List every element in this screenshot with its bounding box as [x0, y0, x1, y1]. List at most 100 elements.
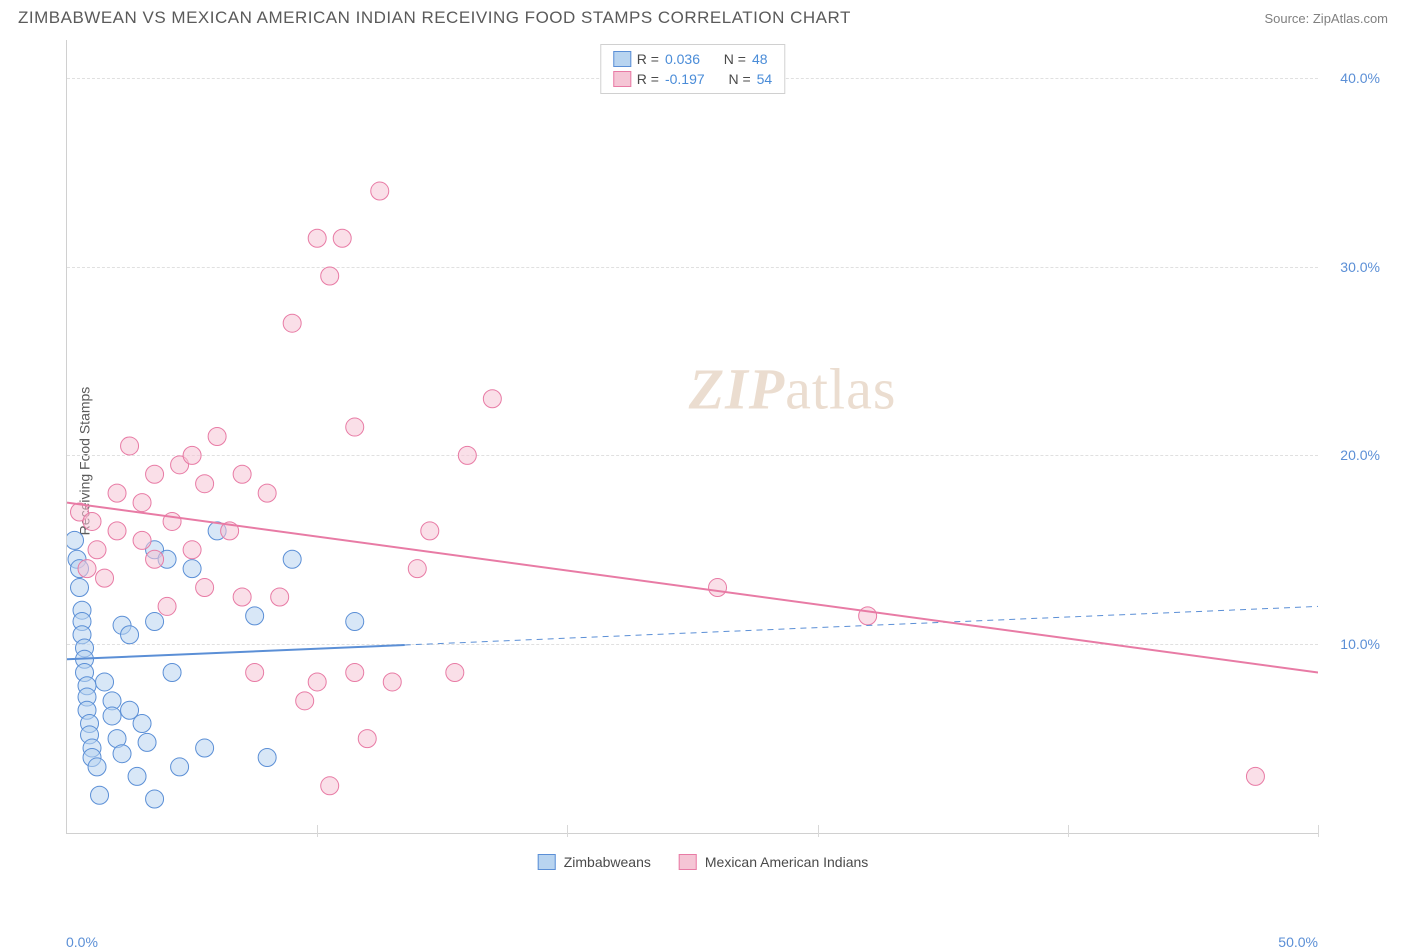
n-label: N = — [728, 71, 750, 87]
scatter-point — [103, 692, 121, 710]
scatter-point — [121, 701, 139, 719]
scatter-point — [383, 673, 401, 691]
x-axis-min-label: 0.0% — [66, 934, 98, 950]
scatter-point — [283, 550, 301, 568]
scatter-point — [78, 688, 96, 706]
scatter-point — [81, 726, 99, 744]
x-tick-mark — [567, 825, 568, 837]
chart-header: ZIMBABWEAN VS MEXICAN AMERICAN INDIAN RE… — [0, 0, 1406, 32]
r-label: R = — [637, 71, 659, 87]
scatter-point — [108, 484, 126, 502]
scatter-point — [158, 550, 176, 568]
scatter-point — [196, 579, 214, 597]
y-tick-label: 40.0% — [1340, 70, 1380, 86]
scatter-point — [83, 739, 101, 757]
scatter-point — [78, 677, 96, 695]
scatter-point — [91, 786, 109, 804]
r-label: R = — [637, 51, 659, 67]
scatter-point — [108, 730, 126, 748]
watermark-atlas: atlas — [785, 356, 896, 421]
scatter-point — [346, 613, 364, 631]
scatter-point — [333, 229, 351, 247]
trend-line — [67, 503, 1318, 673]
scatter-point — [346, 664, 364, 682]
scatter-point — [71, 503, 89, 521]
plot-area: ZIPatlas R = 0.036 N = 48 R = -0.197 N =… — [66, 40, 1318, 834]
scatter-point — [859, 607, 877, 625]
legend-label: Mexican American Indians — [705, 854, 868, 870]
scatter-point — [183, 560, 201, 578]
scatter-point — [1246, 767, 1264, 785]
chart-title: ZIMBABWEAN VS MEXICAN AMERICAN INDIAN RE… — [18, 8, 851, 28]
legend-swatch — [538, 854, 556, 870]
watermark: ZIPatlas — [689, 355, 897, 422]
scatter-point — [96, 569, 114, 587]
legend-top-row-1: R = -0.197 N = 54 — [613, 69, 772, 89]
legend-swatch — [613, 71, 631, 87]
x-tick-mark — [818, 825, 819, 837]
n-value: 54 — [757, 71, 773, 87]
scatter-point — [71, 579, 89, 597]
scatter-point — [346, 418, 364, 436]
correlation-legend: R = 0.036 N = 48 R = -0.197 N = 54 — [600, 44, 785, 94]
scatter-point — [308, 229, 326, 247]
scatter-point — [163, 512, 181, 530]
scatter-point — [208, 522, 226, 540]
scatter-point — [183, 541, 201, 559]
scatter-point — [233, 588, 251, 606]
scatter-point — [128, 767, 146, 785]
scatter-point — [121, 437, 139, 455]
scatter-point — [113, 616, 131, 634]
legend-bottom-item-1: Mexican American Indians — [679, 854, 868, 870]
scatter-point — [258, 748, 276, 766]
scatter-point — [446, 664, 464, 682]
scatter-point — [483, 390, 501, 408]
scatter-point — [208, 428, 226, 446]
scatter-point — [408, 560, 426, 578]
scatter-point — [73, 613, 91, 631]
scatter-point — [133, 494, 151, 512]
scatter-point — [133, 714, 151, 732]
scatter-point — [83, 748, 101, 766]
r-value: 0.036 — [665, 51, 700, 67]
scatter-point — [68, 550, 86, 568]
legend-label: Zimbabweans — [564, 854, 651, 870]
scatter-point — [233, 465, 251, 483]
series-legend: Zimbabweans Mexican American Indians — [538, 854, 869, 870]
n-value: 48 — [752, 51, 768, 67]
scatter-point — [421, 522, 439, 540]
y-tick-label: 10.0% — [1340, 636, 1380, 652]
scatter-point — [296, 692, 314, 710]
scatter-point — [358, 730, 376, 748]
scatter-point — [146, 790, 164, 808]
legend-top-row-0: R = 0.036 N = 48 — [613, 49, 772, 69]
chart-container: Receiving Food Stamps ZIPatlas R = 0.036… — [18, 40, 1388, 882]
chart-source: Source: ZipAtlas.com — [1264, 11, 1388, 26]
scatter-point — [81, 714, 99, 732]
scatter-point — [76, 664, 94, 682]
x-tick-mark — [317, 825, 318, 837]
legend-swatch — [679, 854, 697, 870]
scatter-point — [283, 314, 301, 332]
scatter-point — [146, 613, 164, 631]
y-tick-label: 30.0% — [1340, 259, 1380, 275]
r-value: -0.197 — [665, 71, 705, 87]
scatter-point — [88, 541, 106, 559]
scatter-point — [221, 522, 239, 540]
scatter-point — [196, 475, 214, 493]
x-axis-max-label: 50.0% — [1278, 934, 1318, 950]
scatter-point — [103, 707, 121, 725]
scatter-point — [308, 673, 326, 691]
scatter-point — [171, 758, 189, 776]
scatter-point — [246, 664, 264, 682]
scatter-point — [321, 267, 339, 285]
scatter-point — [96, 673, 114, 691]
x-tick-mark — [1068, 825, 1069, 837]
scatter-point — [146, 550, 164, 568]
scatter-point — [121, 626, 139, 644]
n-label: N = — [724, 51, 746, 67]
scatter-point — [78, 560, 96, 578]
scatter-point — [71, 560, 89, 578]
scatter-point — [371, 182, 389, 200]
scatter-point — [73, 601, 91, 619]
